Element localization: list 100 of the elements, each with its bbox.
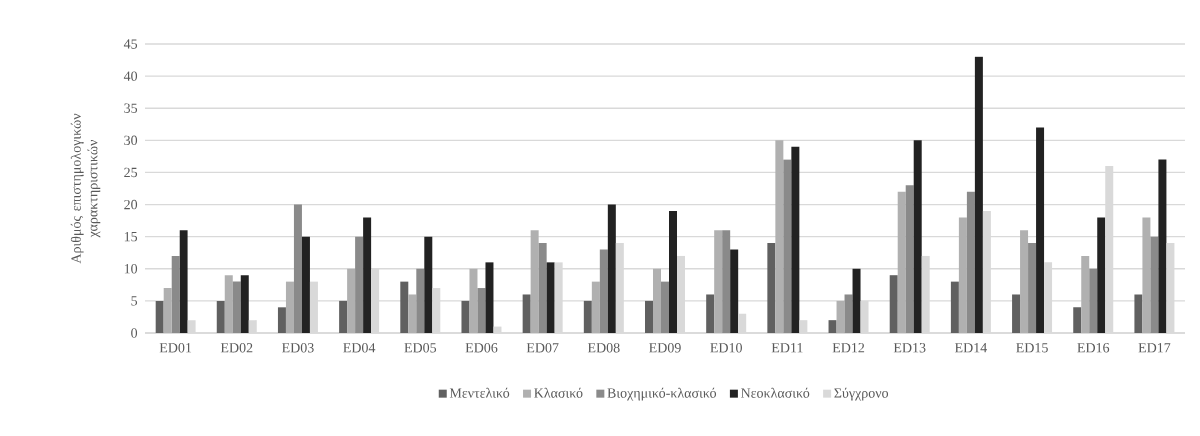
x-tick-label: ED02 [220,343,253,353]
bar [408,294,417,333]
bar [775,140,784,333]
bar [285,281,294,333]
bar [1097,217,1106,333]
bar [974,56,983,333]
y-tick-label: 15 [124,231,138,242]
bar [363,217,372,333]
bar [1020,230,1029,333]
x-tick-label: ED14 [954,343,987,353]
bar [706,294,715,333]
bar [844,294,853,333]
bar [546,262,555,333]
y-tick-label: 20 [124,199,138,210]
y-tick-label: 40 [123,71,138,81]
bar [416,268,425,333]
bar [301,236,310,333]
x-tick-label: ED11 [771,343,803,353]
bar [669,210,678,333]
bar [783,159,792,333]
x-tick-label: ED17 [1138,343,1171,353]
bar [461,300,470,333]
bar [224,275,233,333]
y-tick-label: 0 [131,328,138,338]
bar [1012,294,1021,333]
bar [913,140,922,333]
x-tick-label: ED04 [343,343,376,353]
bar [277,307,286,333]
x-tick-label: ED13 [893,343,926,353]
bar [530,230,539,333]
bar [714,230,723,333]
bar [889,275,898,333]
bar [1081,255,1090,333]
bar [522,294,531,333]
bar [1134,294,1143,333]
legend-label: Σύγχρονο [834,387,889,401]
bar [1142,217,1151,333]
x-tick-label: ED09 [649,343,681,353]
bar [591,281,600,333]
bar [828,320,837,333]
bar [583,300,592,333]
bar [1150,236,1159,333]
bar [179,230,188,333]
x-tick-label: ED15 [1016,343,1048,353]
bar [836,300,845,333]
x-tick-label: ED08 [587,343,620,353]
bar [424,236,433,333]
bar [485,262,494,333]
y-axis-title: Αριθμός επιστημολογικών χαρακτηριστικών [70,113,101,264]
x-tick-label: ED03 [282,343,314,353]
x-tick-label: ED12 [832,343,865,353]
bar [661,281,669,333]
bar [1089,268,1098,333]
bar [293,204,302,333]
x-tick-label: ED07 [526,343,559,353]
bar [653,268,661,333]
bar [1158,159,1167,333]
bar [477,288,486,333]
bar [339,300,348,333]
bar [905,185,914,333]
bar [355,236,364,333]
bar [347,268,356,333]
y-tick-label: 25 [124,167,138,178]
bar [163,288,172,333]
x-tick-label: ED06 [465,343,498,353]
bar [538,243,547,333]
x-tick-label: ED01 [159,343,192,353]
bar [767,243,776,333]
x-tick-label: ED10 [710,343,742,353]
bar [645,300,654,333]
x-tick-label: ED16 [1077,343,1110,353]
bar [1028,243,1037,333]
bar [171,255,180,333]
bar [1036,127,1045,333]
y-tick-label: 45 [123,39,138,49]
bar [966,191,975,333]
bar [722,230,731,333]
legend-label: Νεοκλασικό [740,387,810,398]
legend-label: Μεντελικό [449,387,510,398]
bar [1073,307,1082,333]
bar [216,300,225,333]
bar [897,191,906,333]
bar [950,281,959,333]
bar [232,281,241,333]
bar [958,217,967,333]
bar [599,249,608,333]
bar [607,204,616,333]
legend-label: Κλασικό [534,387,583,398]
bar [852,268,861,333]
y-tick-label: 35 [124,103,138,113]
bar [155,300,164,333]
y-tick-label: 5 [131,296,138,306]
bar [730,249,739,333]
bar [469,268,478,333]
bar [791,146,800,333]
y-tick-label: 30 [124,135,138,146]
legend-label: Βιοχημικό-κλασικό [607,387,717,401]
y-tick-label: 10 [124,264,138,274]
bar [400,281,409,333]
x-tick-label: ED05 [404,343,437,353]
